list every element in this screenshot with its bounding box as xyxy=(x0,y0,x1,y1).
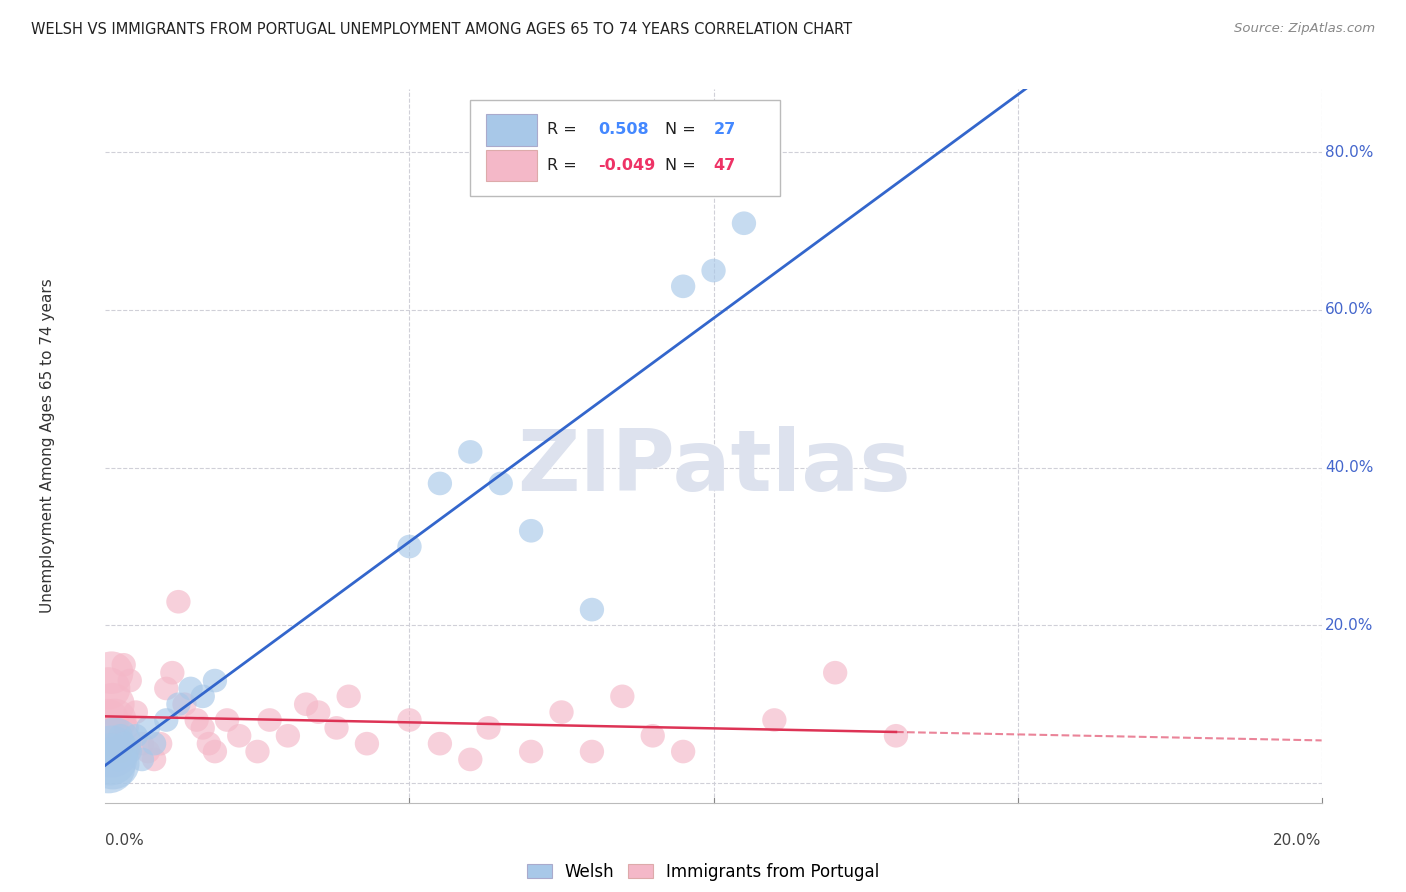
Ellipse shape xyxy=(86,738,139,789)
Text: Unemployment Among Ages 65 to 74 years: Unemployment Among Ages 65 to 74 years xyxy=(39,278,55,614)
Ellipse shape xyxy=(105,747,129,772)
Ellipse shape xyxy=(124,700,148,724)
Text: 20.0%: 20.0% xyxy=(1326,618,1374,633)
Ellipse shape xyxy=(86,698,129,741)
Ellipse shape xyxy=(398,708,422,731)
Ellipse shape xyxy=(519,739,543,764)
Ellipse shape xyxy=(108,739,132,764)
Ellipse shape xyxy=(136,716,160,739)
Ellipse shape xyxy=(166,590,191,614)
Text: WELSH VS IMMIGRANTS FROM PORTUGAL UNEMPLOYMENT AMONG AGES 65 TO 74 YEARS CORRELA: WELSH VS IMMIGRANTS FROM PORTUGAL UNEMPL… xyxy=(31,22,852,37)
Ellipse shape xyxy=(579,598,605,622)
Ellipse shape xyxy=(398,534,422,558)
Ellipse shape xyxy=(114,716,139,739)
Text: N =: N = xyxy=(665,122,696,137)
Ellipse shape xyxy=(142,747,166,772)
Ellipse shape xyxy=(336,684,361,708)
Text: 40.0%: 40.0% xyxy=(1326,460,1374,475)
Text: ZIPatlas: ZIPatlas xyxy=(516,425,911,509)
Ellipse shape xyxy=(136,739,160,764)
Ellipse shape xyxy=(87,667,131,710)
Ellipse shape xyxy=(294,692,318,716)
Text: Source: ZipAtlas.com: Source: ZipAtlas.com xyxy=(1234,22,1375,36)
Ellipse shape xyxy=(118,739,142,764)
Ellipse shape xyxy=(87,718,142,770)
Ellipse shape xyxy=(257,708,281,731)
Ellipse shape xyxy=(226,724,252,747)
Ellipse shape xyxy=(148,731,173,756)
Ellipse shape xyxy=(155,677,179,700)
Ellipse shape xyxy=(610,684,634,708)
Text: N =: N = xyxy=(665,158,696,173)
Ellipse shape xyxy=(111,731,136,756)
Ellipse shape xyxy=(160,661,184,684)
Text: 0.508: 0.508 xyxy=(598,122,648,137)
Ellipse shape xyxy=(458,747,482,772)
Ellipse shape xyxy=(83,733,136,786)
Ellipse shape xyxy=(458,440,482,464)
Ellipse shape xyxy=(142,731,166,756)
Ellipse shape xyxy=(118,669,142,692)
Text: 0.0%: 0.0% xyxy=(105,833,145,847)
Text: R =: R = xyxy=(547,158,576,173)
Text: -0.049: -0.049 xyxy=(598,158,655,173)
Text: 20.0%: 20.0% xyxy=(1274,833,1322,847)
Ellipse shape xyxy=(702,259,725,283)
Text: R =: R = xyxy=(547,122,576,137)
Ellipse shape xyxy=(84,725,138,778)
FancyBboxPatch shape xyxy=(470,100,780,196)
Ellipse shape xyxy=(197,731,221,756)
Text: 27: 27 xyxy=(713,122,735,137)
Ellipse shape xyxy=(823,661,848,684)
Ellipse shape xyxy=(191,684,215,708)
Ellipse shape xyxy=(191,716,215,739)
Ellipse shape xyxy=(82,741,135,793)
Legend: Welsh, Immigrants from Portugal: Welsh, Immigrants from Portugal xyxy=(520,856,886,888)
FancyBboxPatch shape xyxy=(486,114,537,145)
Text: 47: 47 xyxy=(713,158,735,173)
Ellipse shape xyxy=(166,692,191,716)
Ellipse shape xyxy=(325,716,349,739)
Ellipse shape xyxy=(202,739,226,764)
Ellipse shape xyxy=(129,731,155,756)
Ellipse shape xyxy=(307,700,330,724)
Ellipse shape xyxy=(731,211,756,235)
Text: 80.0%: 80.0% xyxy=(1326,145,1374,160)
Ellipse shape xyxy=(179,677,202,700)
Ellipse shape xyxy=(354,731,380,756)
Ellipse shape xyxy=(488,472,513,495)
Ellipse shape xyxy=(105,731,129,756)
Ellipse shape xyxy=(519,519,543,542)
Ellipse shape xyxy=(90,651,134,694)
Ellipse shape xyxy=(550,700,574,724)
Ellipse shape xyxy=(276,724,299,747)
FancyBboxPatch shape xyxy=(486,150,537,181)
Ellipse shape xyxy=(111,653,136,677)
Ellipse shape xyxy=(245,739,270,764)
Ellipse shape xyxy=(108,724,132,747)
Ellipse shape xyxy=(184,708,209,731)
Ellipse shape xyxy=(762,708,786,731)
Ellipse shape xyxy=(427,472,453,495)
Ellipse shape xyxy=(477,716,501,739)
Ellipse shape xyxy=(129,747,155,772)
Ellipse shape xyxy=(427,731,453,756)
Ellipse shape xyxy=(671,275,696,298)
Ellipse shape xyxy=(215,708,239,731)
Ellipse shape xyxy=(173,692,197,716)
Ellipse shape xyxy=(91,683,135,725)
Ellipse shape xyxy=(579,739,605,764)
Ellipse shape xyxy=(641,724,665,747)
Ellipse shape xyxy=(93,698,136,741)
Ellipse shape xyxy=(671,739,696,764)
Ellipse shape xyxy=(884,724,908,747)
Ellipse shape xyxy=(124,724,148,747)
Ellipse shape xyxy=(87,714,132,757)
Ellipse shape xyxy=(202,669,226,692)
Text: 60.0%: 60.0% xyxy=(1326,302,1374,318)
Ellipse shape xyxy=(155,708,179,731)
